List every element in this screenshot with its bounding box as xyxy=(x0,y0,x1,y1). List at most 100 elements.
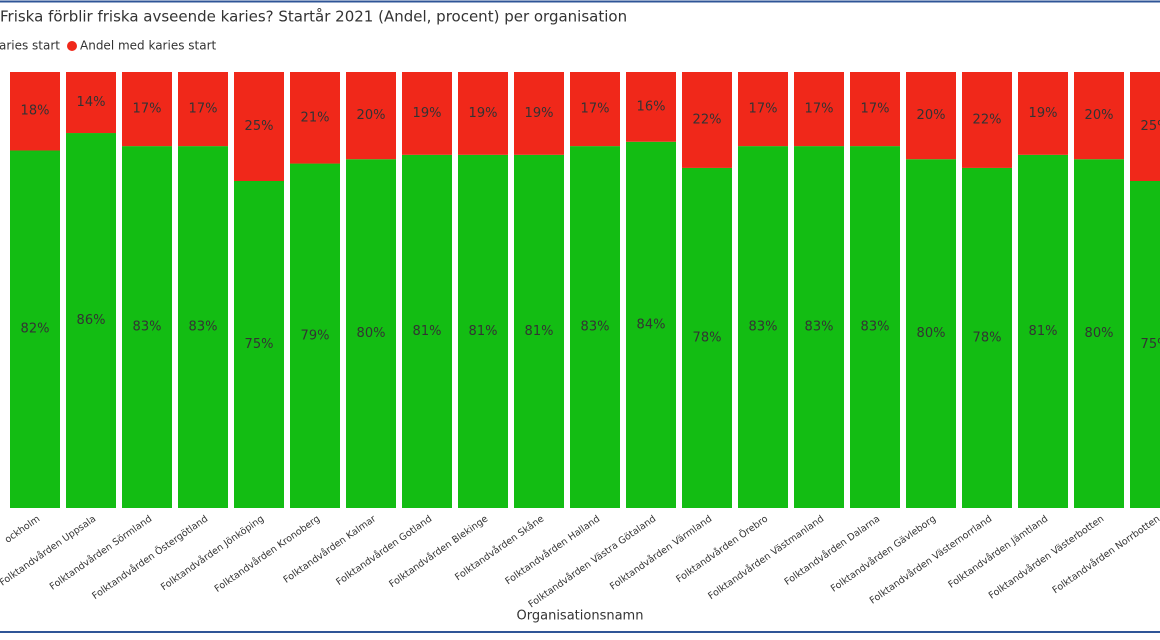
bar-segment xyxy=(178,146,228,508)
data-label: 82% xyxy=(21,322,50,337)
data-label: 17% xyxy=(805,102,834,117)
x-tick-label: Folktandvården Kronoberg xyxy=(213,513,323,594)
bar-segment xyxy=(10,150,60,509)
x-tick-label: Folktandvården Blekinge xyxy=(387,513,490,590)
x-tick-label: ockholm xyxy=(3,513,42,545)
data-label: 17% xyxy=(861,102,890,117)
data-label: 78% xyxy=(973,330,1002,345)
bar-segment xyxy=(570,72,620,147)
bar-segment xyxy=(402,72,452,155)
data-label: 22% xyxy=(693,112,722,127)
bar-segment xyxy=(794,72,844,147)
x-tick-label: Folktandvården Dalarna xyxy=(782,513,882,587)
bar-segment xyxy=(346,159,396,508)
data-label: 78% xyxy=(693,330,722,345)
x-tick-label: Folktandvården Jämtland xyxy=(946,513,1050,590)
data-label: 83% xyxy=(189,320,218,335)
bar-segment xyxy=(1074,72,1124,160)
x-tick-label: Folktandvården Jönköping xyxy=(159,513,266,593)
x-tick-label: Folktandvården Gotland xyxy=(334,513,434,588)
legend-label: Andel med karies start xyxy=(80,39,217,53)
bar-segment xyxy=(66,133,116,509)
legend-swatch xyxy=(67,41,77,51)
data-label: 16% xyxy=(637,99,666,114)
legend-label: karies start xyxy=(0,39,60,53)
data-label: 18% xyxy=(21,104,50,119)
data-label: 83% xyxy=(861,320,890,335)
data-label: 75% xyxy=(1141,337,1160,352)
data-label: 19% xyxy=(413,106,442,121)
bar-segment xyxy=(682,167,732,509)
x-tick-label: Folktandvården Värmland xyxy=(608,513,714,592)
bar-segment xyxy=(1130,181,1160,508)
bar-segment xyxy=(626,72,676,142)
x-tick-label: Folktandvården Skåne xyxy=(453,513,546,583)
x-tick-label: Folktandvården Örebro xyxy=(674,513,770,585)
x-tick-label: Folktandvården Västmanland xyxy=(706,513,826,602)
x-tick-label: Folktandvården Gävleborg xyxy=(829,513,938,594)
data-label: 19% xyxy=(525,106,554,121)
data-label: 79% xyxy=(301,328,330,343)
data-label: 80% xyxy=(1085,326,1114,341)
x-tick-label: Folktandvården Norrbotten xyxy=(1051,513,1160,596)
data-label: 20% xyxy=(917,108,946,123)
bar-segment xyxy=(514,154,564,508)
bar-segment xyxy=(682,72,732,168)
bar-segment xyxy=(66,72,116,134)
bar-segment xyxy=(626,141,676,508)
bar-segment xyxy=(122,146,172,508)
bar-segment xyxy=(738,72,788,147)
bar-segment xyxy=(346,72,396,160)
bar-segment xyxy=(178,72,228,147)
bar-segment xyxy=(906,159,956,508)
bar-segment xyxy=(906,72,956,160)
bar-segment xyxy=(234,72,284,181)
bar-segment xyxy=(850,72,900,147)
bar-segment xyxy=(10,72,60,151)
bar-segment xyxy=(290,163,340,508)
bar-segment xyxy=(234,181,284,508)
bar-segment xyxy=(1018,72,1068,155)
bar-segment xyxy=(738,146,788,508)
bar-segment xyxy=(458,72,508,155)
bar-segment xyxy=(290,72,340,164)
x-tick-label: Folktandvården Sörmland xyxy=(48,513,154,592)
data-label: 19% xyxy=(469,106,498,121)
x-tick-label: Folktandvården Uppsala xyxy=(0,513,98,588)
data-label: 84% xyxy=(637,317,666,332)
bar-segment xyxy=(514,72,564,155)
data-label: 81% xyxy=(525,324,554,339)
data-label: 80% xyxy=(357,326,386,341)
x-tick-label: Folktandvården Västerbotten xyxy=(987,513,1106,601)
bar-segment xyxy=(458,154,508,508)
data-label: 83% xyxy=(133,320,162,335)
x-tick-label: Folktandvården Halland xyxy=(503,513,602,587)
bar-segment xyxy=(962,167,1012,509)
data-label: 22% xyxy=(973,112,1002,127)
bar-segment xyxy=(962,72,1012,168)
chart-title: Friska förblir friska avseende karies? S… xyxy=(0,8,627,26)
data-label: 25% xyxy=(245,119,274,134)
x-tick-label: Folktandvården Kalmar xyxy=(282,513,379,585)
bar-segment xyxy=(1074,159,1124,508)
data-label: 25% xyxy=(1141,119,1160,134)
data-label: 19% xyxy=(1029,106,1058,121)
data-label: 75% xyxy=(245,337,274,352)
x-tick-label: Folktandvården Östergötland xyxy=(90,513,210,602)
data-label: 14% xyxy=(77,95,106,110)
data-label: 81% xyxy=(469,324,498,339)
data-label: 83% xyxy=(749,320,778,335)
data-label: 20% xyxy=(357,108,386,123)
bar-segment xyxy=(402,154,452,508)
data-label: 81% xyxy=(1029,324,1058,339)
bar-segment xyxy=(850,146,900,508)
x-axis-title: Organisationsnamn xyxy=(517,609,644,624)
data-label: 86% xyxy=(77,313,106,328)
data-label: 17% xyxy=(749,102,778,117)
data-label: 17% xyxy=(581,102,610,117)
data-label: 83% xyxy=(581,320,610,335)
data-label: 81% xyxy=(413,324,442,339)
bar-segment xyxy=(570,146,620,508)
data-label: 17% xyxy=(133,102,162,117)
